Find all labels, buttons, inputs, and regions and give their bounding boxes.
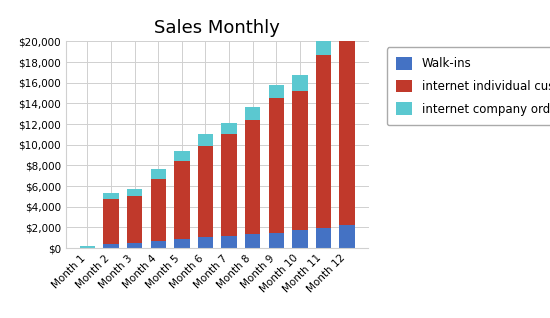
- Bar: [245, 107, 260, 120]
- Bar: [292, 91, 307, 231]
- Bar: [316, 228, 331, 248]
- Bar: [316, 36, 331, 55]
- Bar: [174, 239, 190, 248]
- Bar: [127, 196, 142, 243]
- Bar: [222, 134, 236, 236]
- Bar: [80, 246, 95, 248]
- Bar: [222, 123, 236, 134]
- Bar: [245, 120, 260, 233]
- Bar: [127, 243, 142, 248]
- Bar: [174, 151, 190, 161]
- Bar: [268, 98, 284, 232]
- Bar: [292, 75, 307, 91]
- Bar: [174, 161, 190, 239]
- Bar: [316, 55, 331, 228]
- Legend: Walk-ins, internet individual customers, internet company orders: Walk-ins, internet individual customers,…: [387, 47, 550, 125]
- Bar: [198, 237, 213, 248]
- Bar: [198, 134, 213, 146]
- Title: Sales Monthly: Sales Monthly: [155, 19, 280, 37]
- Bar: [222, 236, 236, 248]
- Bar: [292, 231, 307, 248]
- Bar: [198, 146, 213, 237]
- Bar: [339, 39, 355, 225]
- Bar: [268, 85, 284, 98]
- Bar: [268, 232, 284, 248]
- Bar: [245, 233, 260, 248]
- Bar: [339, 225, 355, 248]
- Bar: [151, 179, 166, 241]
- Bar: [103, 244, 119, 248]
- Bar: [151, 169, 166, 179]
- Bar: [339, 23, 355, 39]
- Bar: [103, 193, 119, 199]
- Bar: [127, 189, 142, 196]
- Bar: [103, 199, 119, 244]
- Bar: [151, 241, 166, 248]
